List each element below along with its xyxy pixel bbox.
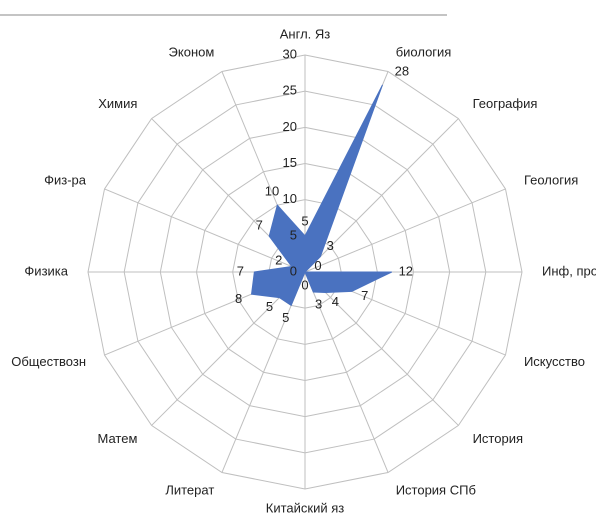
data-label: 0 [301, 277, 308, 292]
category-label: Физ-ра [44, 173, 87, 188]
category-label: биология [396, 44, 452, 59]
category-label: Англ. Яз [280, 26, 331, 41]
axis-tick-label: 5 [290, 227, 297, 242]
data-label: 4 [332, 294, 339, 309]
category-label: Литерат [165, 482, 214, 497]
category-label: Обществозн [11, 354, 86, 369]
spoke [104, 188, 306, 273]
category-label: Китайский яз [266, 500, 344, 515]
spoke [304, 271, 459, 426]
category-label: Искусство [524, 354, 585, 369]
data-label: 2 [275, 253, 282, 268]
data-label: 5 [282, 310, 289, 325]
data-label: 7 [361, 288, 368, 303]
spoke [304, 188, 506, 273]
data-label: 0 [314, 258, 321, 273]
spoke [304, 271, 389, 473]
category-label: История [473, 431, 523, 446]
category-label: Матем [98, 431, 138, 446]
data-label: 8 [235, 291, 242, 306]
radar-area [250, 84, 393, 307]
data-label: 28 [395, 63, 409, 78]
data-label: 3 [327, 238, 334, 253]
axis-tick-label: 25 [283, 83, 297, 98]
data-label: 5 [301, 213, 308, 228]
category-label: Геология [524, 173, 578, 188]
category-label: География [473, 96, 538, 111]
data-label: 3 [315, 296, 322, 311]
axis-tick-label: 30 [283, 46, 297, 61]
spoke [304, 118, 459, 273]
axis-tick-label: 15 [283, 155, 297, 170]
data-label: 7 [256, 218, 263, 233]
axis-tick-label: 0 [290, 263, 297, 278]
category-label: Физика [24, 263, 68, 278]
axis-tick-label: 10 [283, 191, 297, 206]
category-label: Эконом [169, 44, 215, 59]
data-label: 5 [266, 299, 273, 314]
data-label: 7 [237, 263, 244, 278]
category-label: Химия [98, 96, 137, 111]
data-label: 10 [265, 184, 279, 199]
category-label: Инф, прогр [542, 263, 596, 278]
data-label: 12 [399, 263, 413, 278]
axis-tick-label: 20 [283, 119, 297, 134]
category-label: История СПб [396, 482, 476, 497]
